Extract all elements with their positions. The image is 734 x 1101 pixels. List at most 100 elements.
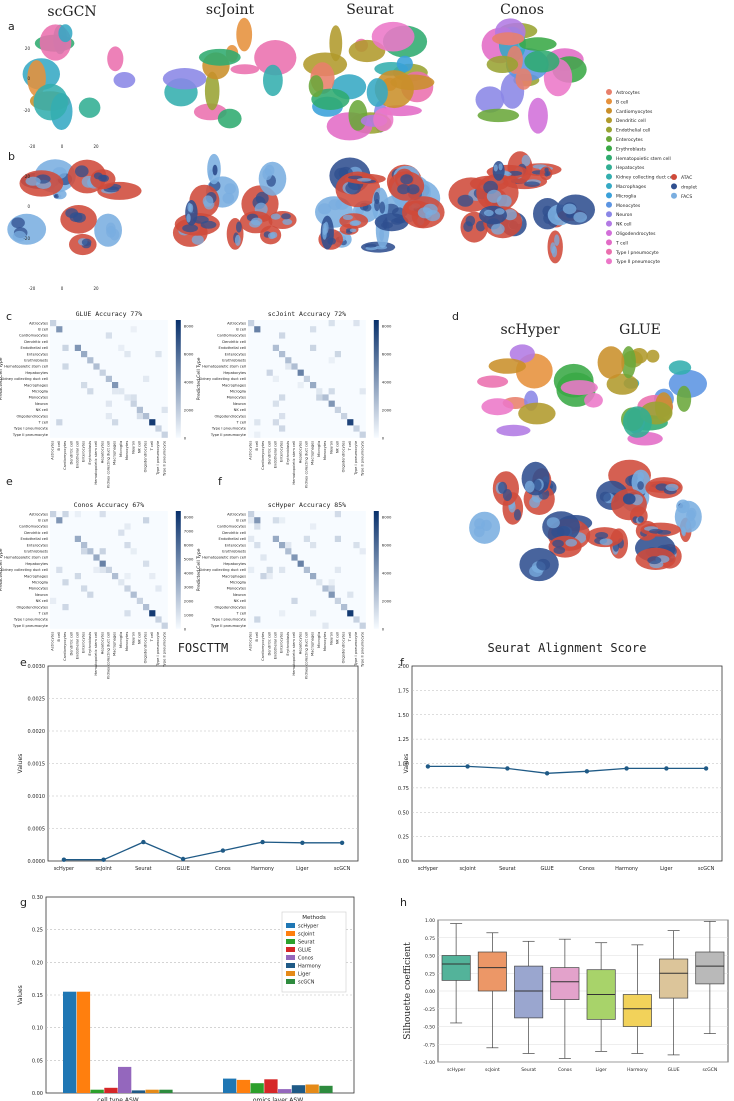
confusion-cell (279, 542, 286, 549)
confusion-cell (130, 548, 137, 555)
umap-cluster (524, 50, 560, 73)
bar-Harmony (131, 1090, 146, 1093)
y-tick-label: 1.00 (398, 762, 409, 768)
legend-label: ATAC (681, 175, 692, 181)
y-tick-label: 1.75 (398, 688, 409, 694)
umap-subcluster (191, 234, 204, 245)
confusion-cell (359, 431, 366, 438)
bar-GLUE (264, 1079, 278, 1093)
legend-label: Dendritic cell (616, 118, 646, 124)
confusion-col-label: Monocytes (125, 632, 129, 651)
data-point (260, 839, 265, 845)
confusion-cell (347, 591, 354, 598)
confusion-row-label: T cell (235, 421, 246, 425)
confusion-col-label: Neuron (131, 441, 135, 454)
confusion-cell (254, 517, 261, 524)
confusion-row-label: Macrophages (24, 574, 48, 578)
umap-b-Seurat (315, 157, 445, 253)
panel-letter-e: e (6, 475, 13, 488)
umap-subcluster (554, 234, 560, 246)
umap-subcluster (200, 220, 217, 229)
confusion-cell (56, 419, 63, 426)
confusion-cell (322, 394, 329, 401)
confusion-cell (143, 560, 150, 567)
confusion-row-label: Monocytes (227, 396, 246, 400)
umap-a-Seurat (303, 21, 435, 141)
confusion-cell (112, 573, 119, 580)
umap-subcluster (349, 228, 357, 233)
confusion-cell (303, 375, 310, 382)
confusion-col-label: Microglia (317, 441, 321, 457)
umap-subcluster (262, 168, 273, 181)
x-tick-label: GLUE (541, 866, 554, 872)
umap-subcluster (53, 194, 59, 199)
y-tick-label: 0.05 (32, 1058, 43, 1064)
confusion-ylabel: Predicted Cell Type (0, 357, 4, 400)
umap-cluster (198, 48, 241, 66)
umap-subcluster (521, 154, 531, 167)
umap-subcluster (551, 245, 558, 258)
confusion-colorbar (175, 511, 181, 629)
y-tick-label: 0.0025 (28, 697, 46, 703)
y-tick-label: 0.10 (32, 1026, 43, 1032)
y-tick-label: 0.0005 (28, 827, 46, 833)
confusion-cell (260, 554, 267, 561)
confusion-cell (353, 425, 360, 432)
confusion-col-label: Neuron (329, 441, 333, 454)
chart-title: Seurat Alignment Score (488, 641, 647, 655)
confusion-cell (359, 622, 366, 629)
confusion-cell (279, 413, 286, 420)
umap-cluster (366, 78, 388, 107)
confusion-cell (322, 622, 329, 629)
confusion-row-label: Kidney collecting duct cell (1, 568, 48, 572)
confusion-cell (118, 344, 125, 351)
confusion-col-label: Hematopoietic stem cell (94, 441, 98, 485)
confusion-cell (105, 332, 112, 339)
legend-label: Enterocytes (616, 137, 643, 143)
confusion-cell (118, 388, 125, 395)
umap-cluster (481, 398, 514, 416)
x-tick-label: Seurat (135, 866, 152, 872)
umap-subcluster (562, 203, 577, 215)
confusion-cell (341, 413, 348, 420)
confusion-cell (87, 388, 94, 395)
box-GLUE (659, 958, 689, 999)
confusion-cell (118, 529, 125, 536)
umap-cluster (371, 21, 415, 52)
confusion-row-label: NK cell (234, 599, 246, 603)
confusion-cell (328, 579, 335, 586)
y-tick-label: 0.0015 (28, 762, 46, 768)
confusion-cell (328, 357, 335, 364)
x-tick-label: Liger (596, 1067, 607, 1073)
confusion-cell (359, 388, 366, 395)
confusion-col-label: Dendritic cell (69, 632, 73, 656)
umap-subcluster (573, 212, 587, 223)
confusion-cell (248, 511, 255, 518)
confusion-cell (248, 566, 255, 573)
title-schyper: scHyper (500, 322, 559, 338)
umap-subcluster (281, 213, 291, 220)
confusion-col-label: Oligodendrocytes (144, 632, 148, 664)
umap-subcluster (188, 203, 194, 213)
confusion-cell (81, 548, 88, 555)
umap-cluster (668, 360, 692, 375)
confusion-matrix-1: scJoint Accuracy 72% Astrocytes Astrocytes… (196, 310, 392, 488)
data-point (300, 840, 305, 845)
confusion-col-label: Dendritic cell (69, 441, 73, 465)
confusion-row-label: Microglia (230, 390, 246, 394)
umap-cluster (329, 25, 343, 62)
legend-swatch (286, 931, 295, 936)
confusion-cell (285, 357, 292, 364)
confusion-row-label: Kidney collecting duct cell (1, 377, 48, 381)
confusion-cell (328, 388, 335, 395)
confusion-cell (266, 573, 273, 580)
confusion-col-label: Cardiomyocytes (261, 441, 265, 470)
x-tick-label: Harmony (251, 866, 274, 872)
confusion-cell (328, 585, 335, 592)
umap-subcluster (494, 208, 505, 215)
confusion-cell (93, 566, 100, 573)
confusion-col-label: Monocytes (323, 441, 327, 460)
data-point (505, 766, 510, 771)
confusion-col-label: Endothelial cell (274, 441, 278, 468)
y-tick-label: 0.0010 (28, 794, 46, 800)
